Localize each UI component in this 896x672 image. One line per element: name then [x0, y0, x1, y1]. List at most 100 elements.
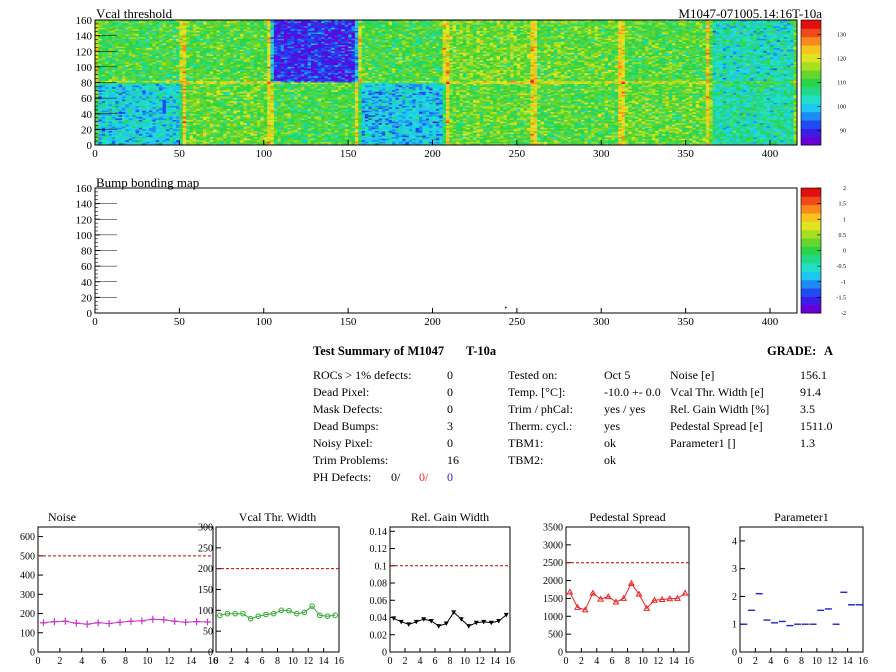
heatmap-cell [142, 55, 147, 58]
heatmap-cell [412, 30, 417, 33]
heatmap-cell [719, 51, 724, 54]
heatmap-cell [253, 38, 258, 41]
heatmap-cell [452, 49, 457, 52]
heatmap-cell [452, 51, 457, 54]
heatmap-cell [709, 49, 714, 52]
heatmap-cell [523, 32, 528, 35]
heatmap-cell [604, 48, 609, 51]
heatmap-cell [641, 20, 646, 22]
heatmap-cell [675, 38, 680, 41]
heatmap-cell [456, 30, 460, 33]
heatmap-cell [385, 35, 390, 38]
heatmap-cell [658, 40, 663, 43]
heatmap-cell [483, 55, 487, 58]
heatmap-cell [101, 40, 106, 43]
heatmap-cell [567, 32, 572, 35]
heatmap-cell [570, 51, 575, 54]
heatmap-cell [155, 26, 160, 29]
heatmap-cell [381, 55, 386, 58]
heatmap-cell [118, 55, 123, 58]
heatmap-cell [527, 48, 531, 51]
heatmap-cell [584, 54, 589, 57]
heatmap-cell [95, 41, 99, 44]
heatmap-cell [577, 21, 582, 24]
heatmap-cell [354, 40, 359, 43]
heatmap-cell [250, 21, 255, 24]
heatmap-cell [209, 40, 214, 43]
heatmap-cell [145, 32, 150, 35]
heatmap-cell [149, 52, 153, 55]
heatmap-cell [209, 20, 214, 22]
heatmap-cell [348, 35, 352, 38]
heatmap-cell [513, 30, 518, 33]
heatmap-cell [169, 27, 174, 30]
heatmap-cell [230, 23, 234, 26]
heatmap-cell [476, 23, 481, 26]
heatmap-cell [446, 48, 450, 51]
heatmap-cell [449, 48, 454, 51]
heatmap-cell [138, 32, 143, 35]
heatmap-cell [186, 49, 190, 52]
heatmap-cell [692, 54, 697, 57]
heatmap-cell [483, 27, 487, 30]
heatmap-cell [479, 54, 484, 57]
heatmap-cell [381, 32, 386, 35]
heatmap-cell [439, 52, 444, 55]
heatmap-cell [614, 55, 619, 58]
heatmap-cell [665, 23, 670, 26]
heatmap-cell [557, 34, 562, 37]
heatmap-cell [709, 45, 714, 47]
heatmap-cell [270, 21, 275, 24]
heatmap-cell [297, 34, 302, 37]
heatmap-cell [415, 41, 420, 44]
heatmap-cell [338, 40, 342, 43]
heatmap-cell [361, 45, 366, 47]
heatmap-cell [176, 49, 180, 52]
heatmap-cell [429, 29, 433, 32]
heatmap-cell [402, 27, 406, 30]
heatmap-cell [645, 27, 649, 30]
heatmap-cell [321, 32, 325, 35]
heatmap-cell [439, 26, 444, 29]
heatmap-cell [692, 27, 697, 30]
heatmap-cell [145, 43, 150, 46]
heatmap-cell [432, 26, 437, 29]
heatmap-cell [236, 51, 241, 54]
heatmap-cell [614, 51, 619, 54]
heatmap-cell [722, 30, 727, 33]
heatmap-cell [216, 52, 221, 55]
heatmap-cell [641, 41, 646, 44]
heatmap-cell [398, 27, 403, 30]
heatmap-cell [314, 38, 319, 41]
heatmap-cell [422, 35, 427, 38]
heatmap-cell [668, 46, 673, 49]
heatmap-cell [500, 23, 504, 26]
heatmap-cell [621, 40, 626, 43]
heatmap-cell [459, 48, 464, 51]
heatmap-cell [128, 43, 133, 46]
heatmap-cell [651, 38, 656, 41]
heatmap-cell [162, 48, 167, 51]
heatmap-cell [149, 49, 153, 52]
heatmap-cell [591, 54, 595, 57]
heatmap-cell [689, 45, 693, 47]
heatmap-cell [530, 34, 535, 37]
heatmap-cell [651, 41, 656, 44]
heatmap-cell [122, 51, 126, 54]
heatmap-cell [527, 34, 531, 37]
heatmap-cell [648, 24, 653, 27]
heatmap-cell [327, 49, 332, 52]
heatmap-cell [614, 32, 619, 35]
heatmap-cell [732, 35, 737, 38]
heatmap-cell [608, 29, 612, 32]
heatmap-cell [486, 37, 491, 40]
heatmap-cell [635, 20, 639, 22]
heatmap-cell [489, 52, 494, 55]
heatmap-cell [719, 38, 724, 41]
heatmap-cell [270, 30, 275, 33]
heatmap-cell [648, 30, 653, 33]
heatmap-cell [341, 23, 346, 26]
heatmap-cell [564, 29, 568, 32]
heatmap-cell [240, 45, 244, 47]
heatmap-cell [246, 54, 251, 57]
